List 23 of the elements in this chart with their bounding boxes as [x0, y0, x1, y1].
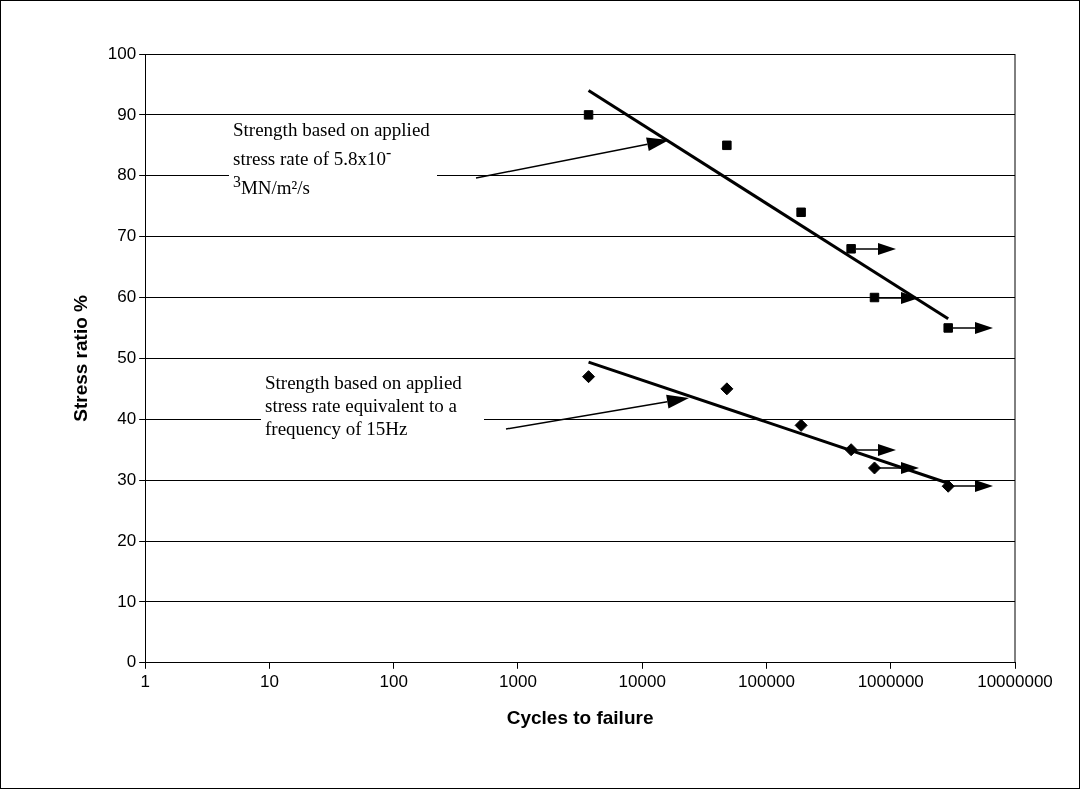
y-tick-label: 100: [107, 43, 137, 63]
y-tick-label: 60: [117, 287, 137, 307]
x-tick-label: 10000: [618, 671, 666, 691]
y-tick-label: 90: [117, 104, 137, 124]
annotation: Strength based on applied stress rate equivalent to a frequency of 15Hz: [261, 369, 484, 442]
y-tick-label: 30: [117, 469, 137, 489]
y-tick-label: 80: [117, 165, 137, 185]
x-tick-label: 10: [259, 671, 279, 691]
x-tick-label: 1000000: [857, 671, 924, 691]
y-tick-label: 0: [126, 652, 137, 672]
text: Strength based on applied stress rate of 5.8x10$^{-}$$^{3}$MN/m²/s: [233, 119, 430, 199]
y-tick-label: 40: [117, 408, 137, 428]
x-tick-label: 10000000: [977, 671, 1053, 691]
x-tick-label: 100: [379, 671, 408, 691]
x-axis-title: Cycles to failure: [506, 706, 654, 728]
y-tick-label: 10: [117, 591, 137, 611]
y-tick-label: 50: [117, 348, 137, 368]
y-tick-label: 70: [117, 226, 137, 246]
y-axis-title: Stress ratio %: [69, 294, 91, 422]
x-tick-label: 100000: [738, 671, 795, 691]
y-tick-label: 20: [117, 530, 137, 550]
x-tick-label: 1000: [499, 671, 537, 691]
x-tick-label: 1: [140, 671, 150, 691]
